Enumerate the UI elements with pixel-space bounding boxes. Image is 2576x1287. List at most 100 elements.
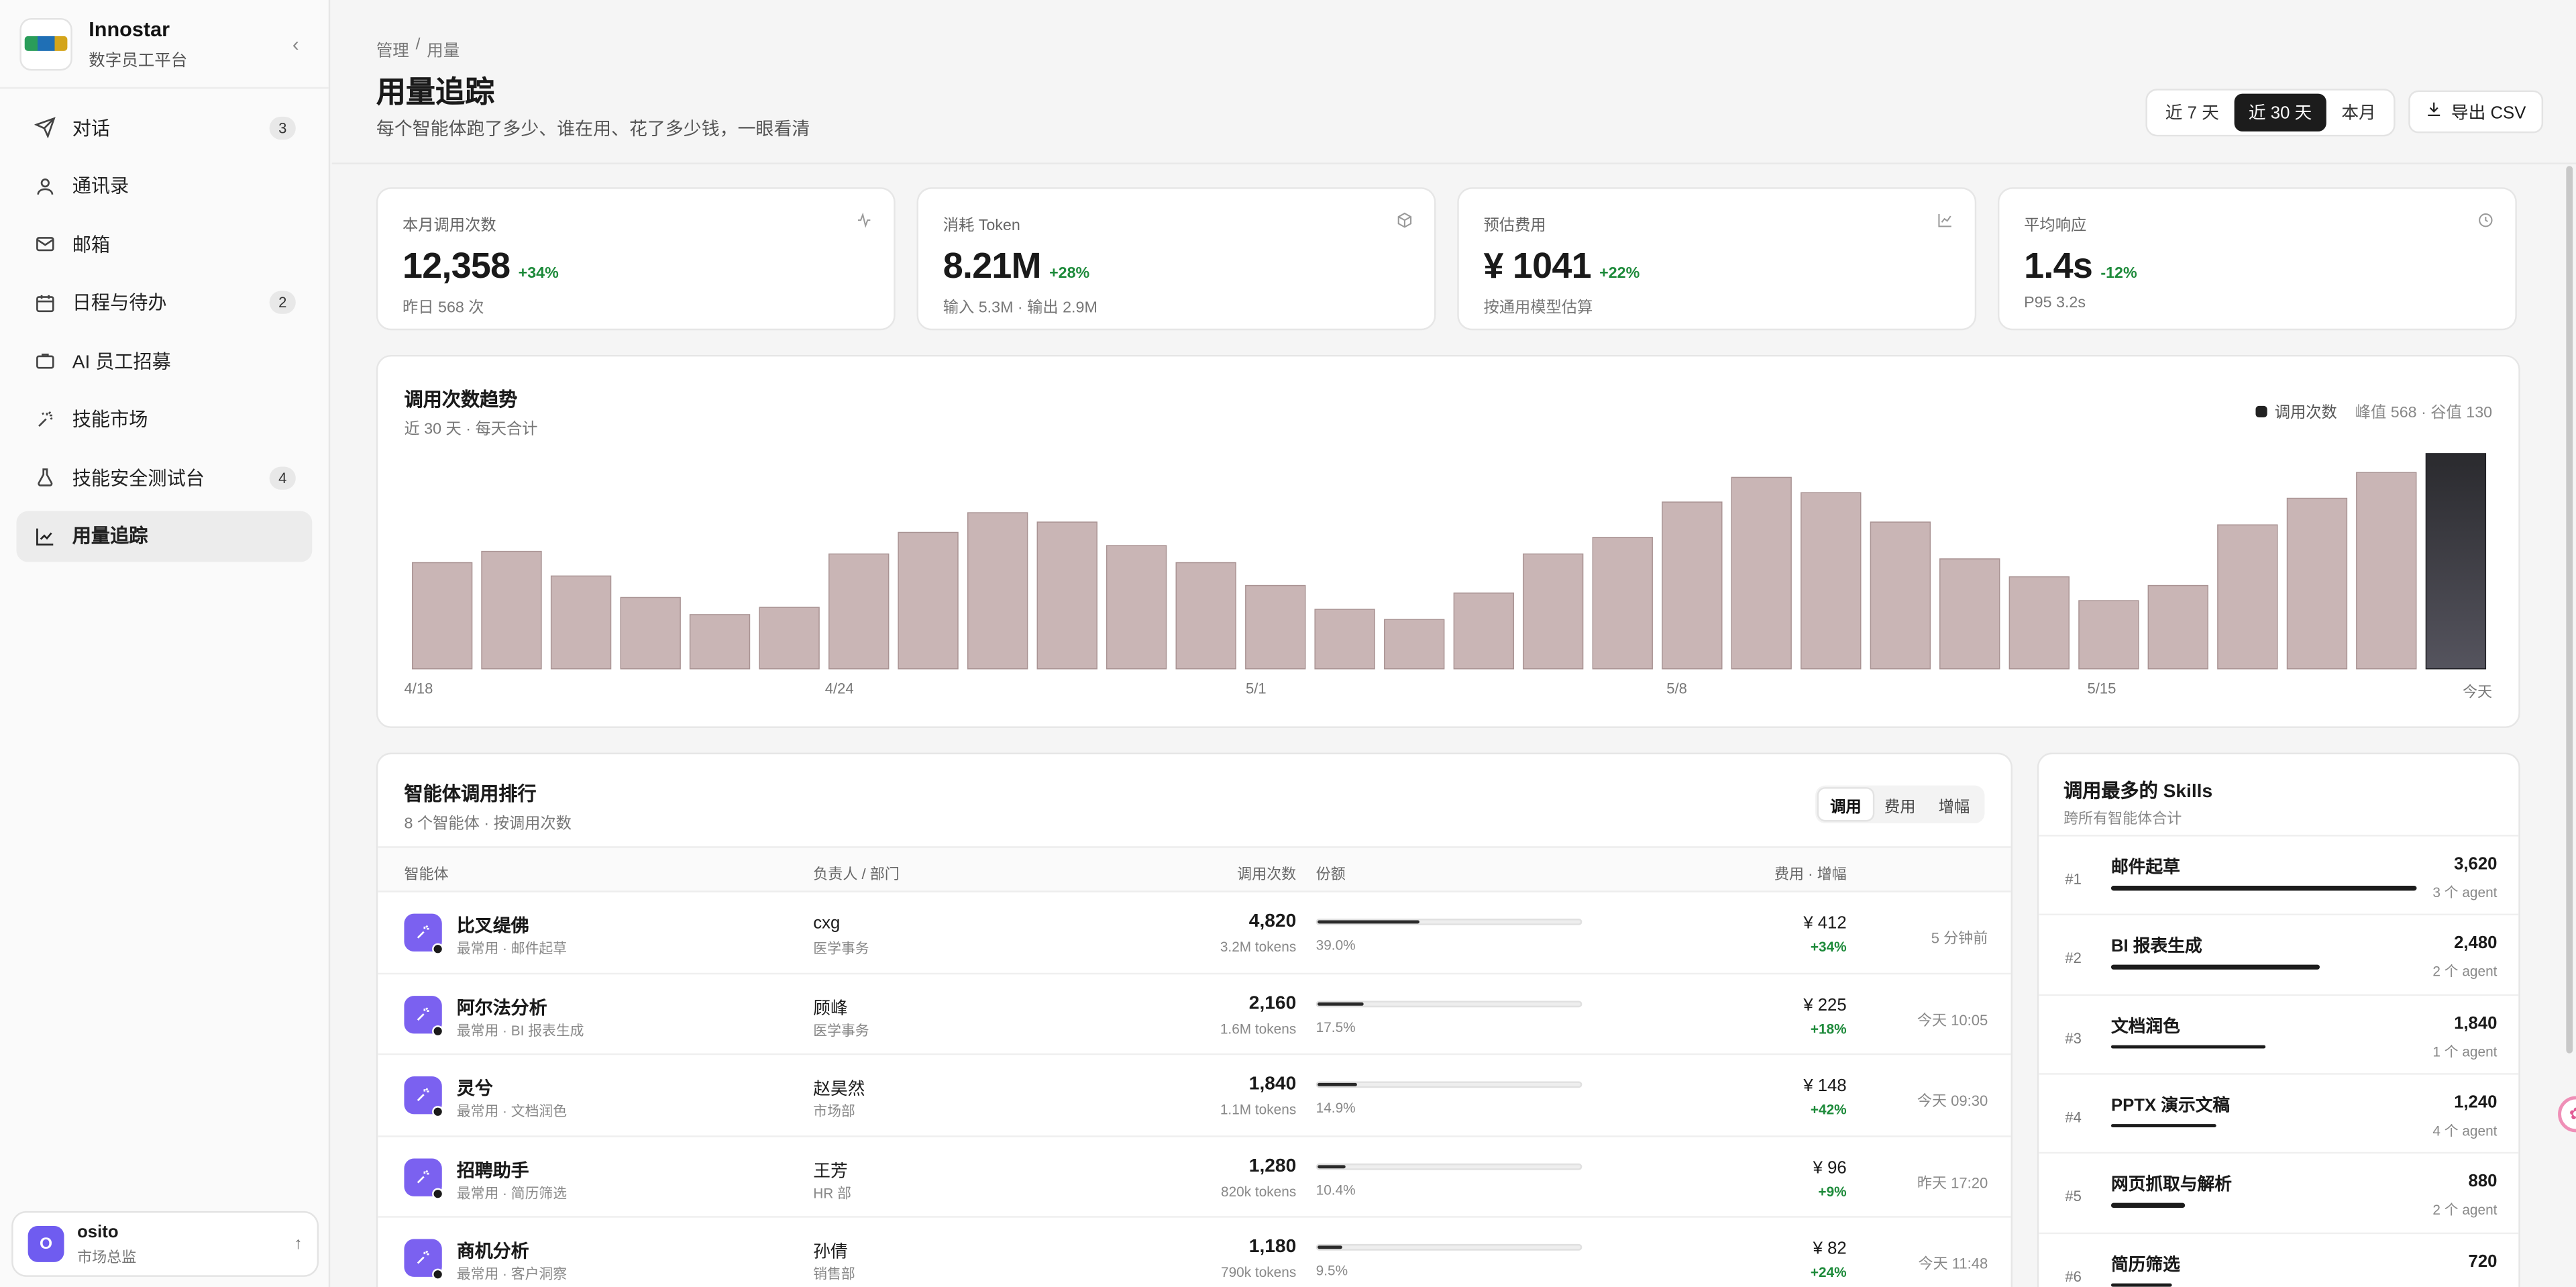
- range-30-days-button[interactable]: 近 30 天: [2233, 93, 2327, 132]
- chart-bar-5/5[interactable]: [1592, 537, 1653, 670]
- brand-header: Innostar 数字员工平台 ‹: [0, 0, 329, 89]
- kpi-delta: +22%: [1599, 264, 1640, 283]
- table-row[interactable]: 比叉缇佛 最常用 · 邮件起草 cxg 医学事务 4,820 3.2M tokens 39.…: [378, 892, 2011, 974]
- skill-name: 文档润色: [2110, 1016, 2180, 1037]
- skill-row[interactable]: #3 文档润色 1,840 1 个 agent: [2039, 993, 2519, 1073]
- sidebar-item-mail[interactable]: 邮箱: [16, 219, 312, 270]
- skill-rank: #1: [2065, 870, 2082, 888]
- chart-bar-4/27[interactable]: [1036, 521, 1097, 670]
- chart-bar-4/24[interactable]: [828, 553, 890, 670]
- chevron-left-icon[interactable]: ‹: [292, 32, 299, 56]
- chart-bar-5/15[interactable]: [2286, 497, 2348, 670]
- growth-value: +42%: [1810, 1100, 1847, 1118]
- sidebar-item-label: 邮箱: [72, 236, 111, 256]
- skill-name: 邮件起草: [2110, 858, 2180, 878]
- owner-name: 孙倩: [813, 1242, 848, 1262]
- chart-bar-5/11[interactable]: [2008, 576, 2070, 670]
- skill-row[interactable]: #6 简历筛选 720: [2039, 1231, 2519, 1287]
- legend-swatch: [2255, 405, 2267, 417]
- breadcrumb: 管理 / 用量: [376, 36, 460, 61]
- sidebar-item-skill-security[interactable]: 技能安全测试台 4: [16, 452, 312, 503]
- sidebar-item-recruit[interactable]: AI 员工招募: [16, 336, 312, 387]
- chart-bar-5/2[interactable]: [1384, 619, 1445, 670]
- chart-bar-4/23[interactable]: [759, 607, 820, 670]
- sidebar-item-skill-market[interactable]: 技能市场: [16, 394, 312, 445]
- sort-by-cost-tab[interactable]: 费用: [1884, 797, 1916, 816]
- chart-bar-4/19[interactable]: [481, 550, 542, 670]
- chart-bar-今天[interactable]: [2425, 453, 2487, 670]
- chart-bar-5/4[interactable]: [1522, 553, 1584, 670]
- chart-bar-4/28[interactable]: [1106, 545, 1167, 670]
- chart-bar-4/25[interactable]: [898, 531, 959, 670]
- chart-bar-4/26[interactable]: [967, 512, 1028, 670]
- sort-by-growth-tab[interactable]: 增幅: [1938, 797, 1970, 816]
- sidebar-item-usage[interactable]: 用量追踪: [16, 510, 313, 562]
- column-header-owner: 负责人 / 部门: [813, 866, 900, 883]
- chart-bar-5/16[interactable]: [2356, 472, 2417, 670]
- table-row[interactable]: 灵兮 最常用 · 文档润色 赵昊然 市场部 1,840 1.1M tokens 14.9% ¥…: [378, 1055, 2011, 1137]
- chart-bar-5/8[interactable]: [1801, 492, 1862, 670]
- range-7-days-button[interactable]: 近 7 天: [2165, 103, 2219, 123]
- sidebar-item-contacts[interactable]: 通讯录: [16, 160, 312, 211]
- x-tick-label: 5/1: [1245, 680, 1267, 697]
- agent-name[interactable]: 灵兮: [456, 1079, 493, 1100]
- user-card[interactable]: O osito 市场总监 ↑: [11, 1211, 319, 1277]
- skill-row[interactable]: #5 网页抓取与解析 880 2 个 agent: [2039, 1152, 2519, 1231]
- send-icon: [33, 116, 56, 139]
- skill-row[interactable]: #4 PPTX 演示文稿 1,240 4 个 agent: [2039, 1072, 2519, 1152]
- chart-bar-5/7[interactable]: [1731, 476, 1792, 670]
- growth-value: +18%: [1810, 1019, 1847, 1037]
- table-row[interactable]: 阿尔法分析 最常用 · BI 报表生成 顾峰 医学事务 2,160 1.6M tokens…: [378, 974, 2011, 1056]
- sidebar-item-label: 技能安全测试台: [72, 469, 205, 489]
- scrollbar[interactable]: [2566, 166, 2573, 1053]
- agent-name[interactable]: 商机分析: [456, 1242, 529, 1262]
- chart-bar-4/22[interactable]: [689, 614, 751, 670]
- sidebar-item-label: 日程与待办: [72, 294, 167, 314]
- brand-subtitle: 数字员工平台: [89, 52, 188, 70]
- chart-bar-5/6[interactable]: [1662, 501, 1723, 670]
- status-dot: [432, 1187, 444, 1199]
- sidebar-item-schedule[interactable]: 日程与待办 2: [16, 277, 312, 328]
- export-label: 导出 CSV: [2451, 103, 2526, 123]
- count-badge: 4: [269, 466, 296, 489]
- share-bar: [1316, 1162, 1582, 1170]
- sort-by-calls-tab[interactable]: 调用: [1818, 788, 1873, 821]
- agent-name[interactable]: 招聘助手: [456, 1161, 529, 1181]
- chart-bar-5/12[interactable]: [2078, 600, 2139, 670]
- kpi-delta: +28%: [1049, 264, 1090, 283]
- chart-bar-5/9[interactable]: [1870, 521, 1931, 670]
- date-range-toggle: 近 7 天 近 30 天 本月: [2145, 89, 2396, 137]
- page-subtitle: 每个智能体跑了多少、谁在用、花了多少钱，一眼看清: [376, 119, 810, 140]
- chart-bar-5/13[interactable]: [2147, 584, 2208, 670]
- sidebar: Innostar 数字员工平台 ‹ 对话 3 通讯录: [0, 0, 331, 1287]
- skill-row[interactable]: #2 BI 报表生成 2,480 2 个 agent: [2039, 914, 2519, 993]
- x-tick-label: 今天: [2463, 683, 2493, 701]
- chevron-up-icon[interactable]: ↑: [294, 1235, 303, 1253]
- chart-bar-5/10[interactable]: [1939, 558, 2000, 670]
- sidebar-item-label: 用量追踪: [72, 527, 148, 548]
- chart-bar-4/30[interactable]: [1245, 584, 1306, 670]
- chart-bar-5/3[interactable]: [1453, 593, 1514, 670]
- breadcrumb-item[interactable]: 管理: [376, 42, 409, 61]
- chart-bar-4/18[interactable]: [411, 562, 473, 670]
- table-row[interactable]: 商机分析 最常用 · 客户洞察 孙倩 销售部 1,180 790k tokens 9.5% ¥…: [378, 1218, 2010, 1287]
- owner-name: 赵昊然: [813, 1079, 865, 1100]
- skill-row[interactable]: #1 邮件起草 3,620 3 个 agent: [2039, 835, 2519, 914]
- agent-name[interactable]: 比叉缇佛: [456, 917, 529, 937]
- chart-bar-4/21[interactable]: [620, 597, 681, 670]
- chart-bar-5/14[interactable]: [2217, 524, 2278, 670]
- main-area: 管理 / 用量 用量追踪 每个智能体跑了多少、谁在用、花了多少钱，一眼看清 近 …: [331, 0, 2576, 1287]
- chart-bar-5/1[interactable]: [1314, 609, 1375, 670]
- chart-bar-4/20[interactable]: [550, 575, 612, 670]
- chart-bar-4/29[interactable]: [1175, 562, 1236, 670]
- range-this-month-button[interactable]: 本月: [2341, 103, 2376, 123]
- call-count: 4,820: [1248, 912, 1297, 932]
- agent-name[interactable]: 阿尔法分析: [456, 998, 547, 1019]
- table-row[interactable]: 招聘助手 最常用 · 简历筛选 王芳 HR 部 1,280 820k tokens 10.4…: [378, 1136, 2011, 1218]
- export-csv-button[interactable]: 导出 CSV: [2408, 90, 2542, 134]
- content-scroll[interactable]: 本月调用次数 12,358 +34% 昨日 568 次 消耗 Token: [332, 166, 2576, 1287]
- top-skills-card: 调用最多的 Skills 跨所有智能体合计 #1 邮件起草 3,620 3 个 age…: [2037, 752, 2520, 1287]
- x-tick-label: 5/15: [2087, 680, 2116, 697]
- sidebar-item-chat[interactable]: 对话 3: [16, 102, 312, 153]
- agent-top-skill: 最常用 · 客户洞察: [456, 1265, 568, 1282]
